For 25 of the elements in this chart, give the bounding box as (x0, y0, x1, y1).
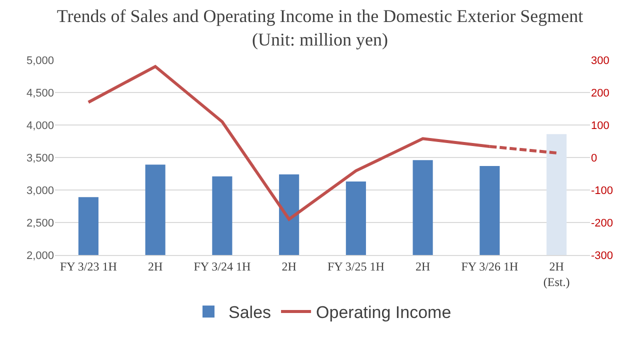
y-tick-label: 4,000 (26, 120, 54, 132)
x-tick-label: 2H (282, 259, 297, 274)
x-tick-label: FY 3/25 1H (327, 259, 385, 274)
y-tick-label: 2,000 (26, 250, 54, 262)
y-tick-label: 3,500 (26, 152, 54, 164)
x-tick-label: FY 3/23 1H (60, 259, 118, 274)
chart-title: Trends of Sales and Operating Income in the Domestic Exterior Segment (Unit: million yen) (56, 6, 584, 50)
legend-label: Sales (228, 303, 272, 322)
legend-label: Operating Income (316, 303, 452, 322)
y2-tick-label: 100 (591, 120, 610, 132)
y2-tick-label: 0 (591, 152, 598, 164)
y2-tick-label: 300 (591, 54, 610, 67)
x-tick-label: 2H (415, 259, 430, 274)
x-tick-label: FY 3/26 1H (461, 259, 518, 274)
y2-tick-label: -100 (591, 184, 614, 197)
y-tick-label: 3,000 (26, 184, 54, 197)
y-tick-label: 5,000 (26, 54, 54, 67)
y-tick-label: 4,500 (26, 87, 54, 100)
y2-tick-label: 200 (591, 87, 610, 100)
x-tick-label: 2H (Est.) (543, 259, 570, 289)
x-tick-label: FY 3/24 1H (194, 259, 251, 274)
x-tick-label: 2H (148, 259, 163, 274)
y2-tick-label: -300 (591, 250, 614, 262)
y2-tick-label: -200 (591, 217, 614, 230)
y-tick-label: 2,500 (26, 217, 54, 230)
